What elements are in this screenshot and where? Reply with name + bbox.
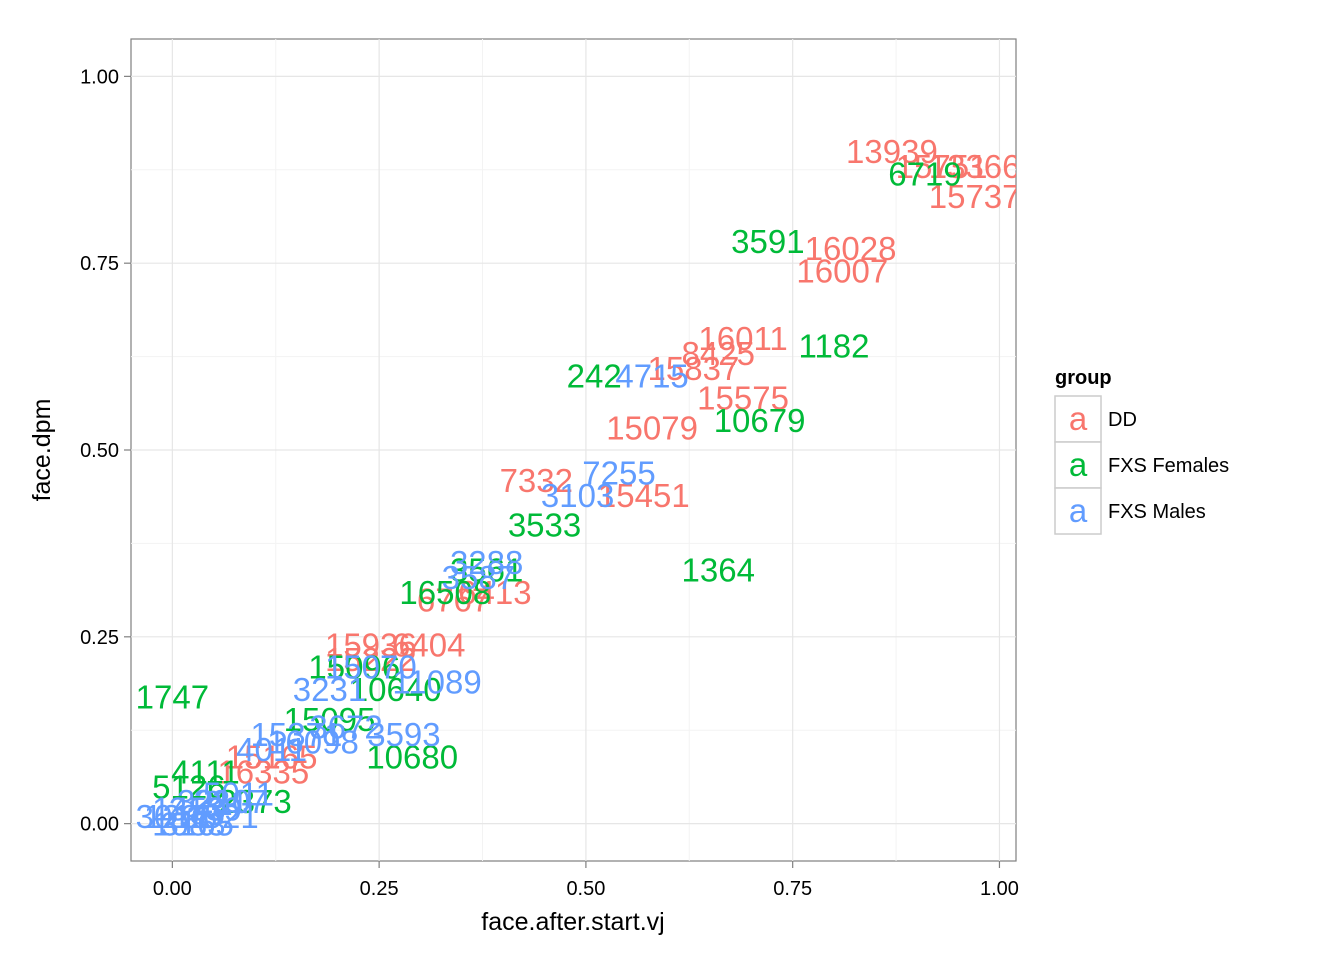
- x-tick-label: 0.75: [773, 878, 812, 900]
- x-tick-label: 0.50: [566, 878, 605, 900]
- point-label-dd: 15751: [896, 148, 988, 185]
- point-label-fxs-males: 3139: [169, 791, 242, 828]
- y-axis-title: face.dpm: [28, 399, 56, 502]
- legend-entry: a FXS Females: [1054, 441, 1229, 489]
- y-tick-label: 0.50: [80, 440, 119, 462]
- y-axis: 0.00 0.25 0.50 0.75 1.00: [80, 66, 131, 836]
- y-tick-label: 1.00: [80, 66, 119, 88]
- point-label-fxs-females: 242: [567, 357, 622, 394]
- point-label-dd: 15451: [598, 477, 690, 514]
- point-label-fxs-males: 3587: [442, 559, 515, 596]
- legend-key: [1054, 395, 1102, 443]
- point-label-fxs-males: 4011: [236, 731, 307, 768]
- point-label-fxs-males: 1453: [152, 791, 225, 828]
- legend-label: DD: [1108, 409, 1137, 431]
- point-label-fxs-females: 4111: [171, 753, 240, 790]
- point-label-fxs-males: 5011: [203, 776, 274, 813]
- point-label-fxs-males: 3016: [136, 798, 209, 835]
- point-label-fxs-females: 1182: [799, 327, 870, 364]
- legend-key: [1054, 487, 1102, 535]
- point-label-fxs-males: 2217: [194, 783, 267, 820]
- point-label-dd: 15575: [697, 380, 789, 417]
- y-tick-label: 0.00: [80, 814, 119, 836]
- x-tick-label: 1.00: [980, 878, 1019, 900]
- point-label-dd: 15936: [325, 626, 417, 663]
- legend-label: FXS Females: [1108, 455, 1229, 477]
- point-label-dd: 6404: [392, 626, 465, 663]
- x-axis-title: face.after.start.vj: [481, 908, 664, 936]
- point-label-dd: 16335: [217, 753, 309, 790]
- point-label-fxs-males: 3165: [160, 806, 233, 843]
- point-label-fxs-males: 7255: [582, 454, 655, 491]
- point-label-fxs-males: 3593: [367, 716, 440, 753]
- legend-key-glyph: a: [1069, 446, 1088, 483]
- point-label-fxs-females: 10680: [366, 738, 458, 775]
- point-label-dd: 7332: [500, 462, 573, 499]
- point-label-dd: 15837: [648, 350, 740, 387]
- point-label-fxs-females: 10679: [714, 402, 806, 439]
- point-label-fxs-males: 3103: [541, 477, 614, 514]
- point-label-dd: 6413: [458, 574, 531, 611]
- legend: group a DD a FXS Females a FXS Males: [1054, 367, 1229, 535]
- point-label-fxs-males: 11089: [392, 664, 481, 701]
- point-label-dd: 15222: [325, 641, 417, 678]
- point-label-dd: 16028: [805, 230, 897, 267]
- point-label-fxs-females: 1747: [136, 679, 209, 716]
- point-label-fxs-females: 3533: [508, 507, 581, 544]
- point-label-fxs-females: 16508: [399, 574, 491, 611]
- point-label-dd: 8425: [682, 335, 755, 372]
- point-label-dd: 16007: [796, 253, 888, 290]
- legend-key: [1054, 441, 1102, 489]
- point-label-dd: 15737: [929, 178, 1021, 215]
- point-label-dd: 15165: [226, 738, 318, 775]
- legend-entry: a FXS Males: [1054, 487, 1206, 535]
- point-label-fxs-females: 2373: [218, 783, 291, 820]
- point-label-fxs-males: 3210: [177, 783, 250, 820]
- point-label-fxs-males: 1235: [144, 798, 217, 835]
- legend-entries: a DD a FXS Females a FXS Males: [1054, 395, 1229, 535]
- legend-key-glyph: a: [1069, 400, 1088, 437]
- point-label-dd: 13939: [846, 133, 938, 170]
- point-label-dd: 13366: [929, 148, 1021, 185]
- point-label-fxs-males: 1521: [185, 798, 258, 835]
- point-label-dd: 6767: [417, 581, 490, 618]
- point-label-fxs-females: 3591: [731, 223, 804, 260]
- point-label-fxs-females: 5126: [152, 768, 225, 805]
- y-tick-label: 0.25: [80, 627, 119, 649]
- legend-title: group: [1055, 367, 1112, 389]
- point-label-fxs-males: 3288: [450, 544, 523, 581]
- point-label-dd: 15079: [606, 410, 698, 447]
- point-label-fxs-males: 15371: [251, 716, 343, 753]
- point-label-fxs-males: 3672: [309, 708, 382, 745]
- x-tick-label: 0.25: [360, 878, 399, 900]
- point-label-fxs-males: 3231: [293, 671, 366, 708]
- y-tick-label: 0.75: [80, 253, 119, 275]
- legend-key-glyph: a: [1069, 492, 1088, 529]
- legend-label: FXS Males: [1108, 501, 1206, 523]
- point-label-fxs-females: 3561: [450, 552, 523, 589]
- point-label-fxs-females: 1364: [682, 552, 755, 589]
- point-label-dd: 16011: [698, 320, 787, 357]
- point-label-fxs-females: 10640: [350, 671, 442, 708]
- point-label-fxs-females: 6719: [888, 156, 961, 193]
- major-gridlines: [131, 39, 1016, 861]
- point-labels: 1393915751133661573716028160071601184251…: [136, 133, 1021, 843]
- point-label-fxs-males: 1083: [152, 806, 225, 843]
- x-tick-label: 0.00: [153, 878, 192, 900]
- point-label-fxs-females: 15095: [284, 701, 376, 738]
- point-label-fxs-males: 15070: [325, 649, 417, 686]
- point-label-fxs-females: 15096: [308, 649, 400, 686]
- point-label-fxs-males: 16098: [267, 723, 359, 760]
- legend-entry: a DD: [1054, 395, 1137, 443]
- x-axis: 0.00 0.25 0.50 0.75 1.00: [153, 861, 1019, 900]
- point-label-fxs-males: 4715: [615, 357, 688, 394]
